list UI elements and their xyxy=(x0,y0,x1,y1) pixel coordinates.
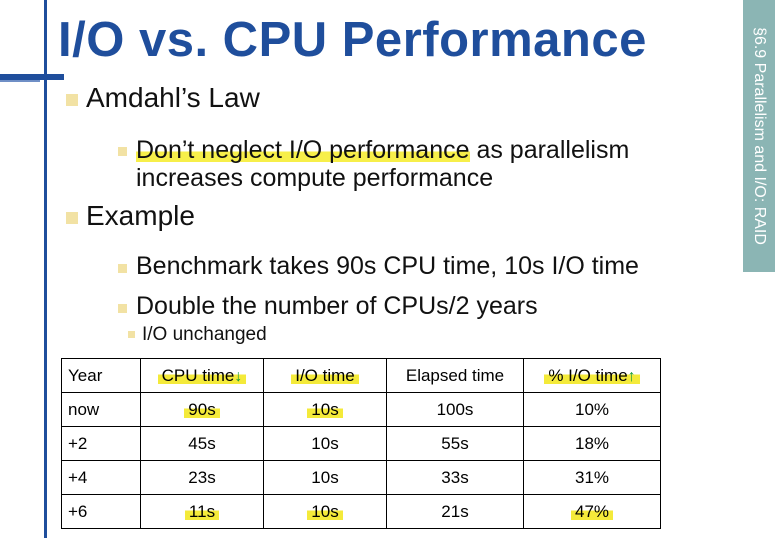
header-io-time: I/O time xyxy=(263,358,387,393)
highlighted-text: 10s xyxy=(307,501,343,521)
cell-io-time: 10s xyxy=(263,494,387,529)
bullet-neglect-io-rest: as parallelism xyxy=(469,136,630,164)
cell-year: +6 xyxy=(61,494,141,529)
cell-pct-io-time: 47% xyxy=(523,494,661,529)
highlighted-text: I/O time xyxy=(291,365,359,385)
down-arrow-icon: ↓ xyxy=(234,367,243,385)
slide-accent-vertical-bar xyxy=(44,0,47,538)
cell-year: +4 xyxy=(61,460,141,495)
cell-elapsed-time: 21s xyxy=(386,494,524,529)
header-elapsed-time: Elapsed time xyxy=(386,358,524,393)
cell-year: +2 xyxy=(61,426,141,461)
slide-accent-underline xyxy=(0,80,40,82)
section-sidebar-label: §6.9 Parallelism and I/O: RAID xyxy=(751,27,768,245)
slide-title: I/O vs. CPU Performance xyxy=(58,13,647,67)
bullet-square-icon xyxy=(118,304,127,313)
bullet-square-icon xyxy=(66,94,78,106)
section-sidebar: §6.9 Parallelism and I/O: RAID xyxy=(743,0,775,272)
bullet-example: Example xyxy=(86,200,195,231)
cell-elapsed-time: 55s xyxy=(386,426,524,461)
bullet-amdahl: Amdahl’s Law xyxy=(86,82,260,113)
bullet-double-cpus: Double the number of CPUs/2 years xyxy=(136,292,538,320)
header-pct-io-time: % I/O time↑ xyxy=(523,358,661,393)
table-row: +6 11s 10s 21s 47% xyxy=(61,494,661,529)
highlighted-text: 90s xyxy=(184,399,220,419)
cell-elapsed-time: 33s xyxy=(386,460,524,495)
bullet-square-icon xyxy=(128,331,135,338)
header-year: Year xyxy=(61,358,141,393)
highlighted-text: 11s xyxy=(184,501,220,521)
cell-pct-io-time: 18% xyxy=(523,426,661,461)
highlighted-text: % I/O time↑ xyxy=(544,365,640,385)
bullet-square-icon xyxy=(66,212,78,224)
cell-elapsed-time: 100s xyxy=(386,392,524,427)
cell-io-time: 10s xyxy=(263,460,387,495)
highlighted-text: 10s xyxy=(307,399,343,419)
header-cpu-time: CPU time↓ xyxy=(140,358,264,393)
bullet-neglect-io-line2: increases compute performance xyxy=(136,164,494,192)
table-row: +2 45s 10s 55s 18% xyxy=(61,426,661,461)
slide-accent-horizontal-bar xyxy=(0,74,64,80)
cell-cpu-time: 90s xyxy=(140,392,264,427)
bullet-neglect-io: Don’t neglect I/O performance as paralle… xyxy=(136,136,629,164)
bullet-benchmark: Benchmark takes 90s CPU time, 10s I/O ti… xyxy=(136,252,639,280)
table-row: +4 23s 10s 33s 31% xyxy=(61,460,661,495)
cell-cpu-time: 23s xyxy=(140,460,264,495)
table-row: now 90s 10s 100s 10% xyxy=(61,392,661,427)
bullet-square-icon xyxy=(118,264,127,273)
bullet-io-unchanged: I/O unchanged xyxy=(142,324,267,345)
cell-io-time: 10s xyxy=(263,426,387,461)
table-header-row: Year CPU time↓ I/O time Elapsed time % I… xyxy=(61,358,661,393)
cell-year: now xyxy=(61,392,141,427)
cell-pct-io-time: 10% xyxy=(523,392,661,427)
highlighted-text: 47% xyxy=(570,501,614,521)
bullet-square-icon xyxy=(118,147,127,156)
up-arrow-icon: ↑ xyxy=(627,367,636,385)
performance-table: Year CPU time↓ I/O time Elapsed time % I… xyxy=(61,358,661,529)
highlighted-text: Don’t neglect I/O performance xyxy=(136,136,470,164)
cell-cpu-time: 45s xyxy=(140,426,264,461)
highlighted-text: CPU time↓ xyxy=(157,365,247,385)
cell-io-time: 10s xyxy=(263,392,387,427)
cell-pct-io-time: 31% xyxy=(523,460,661,495)
cell-cpu-time: 11s xyxy=(140,494,264,529)
